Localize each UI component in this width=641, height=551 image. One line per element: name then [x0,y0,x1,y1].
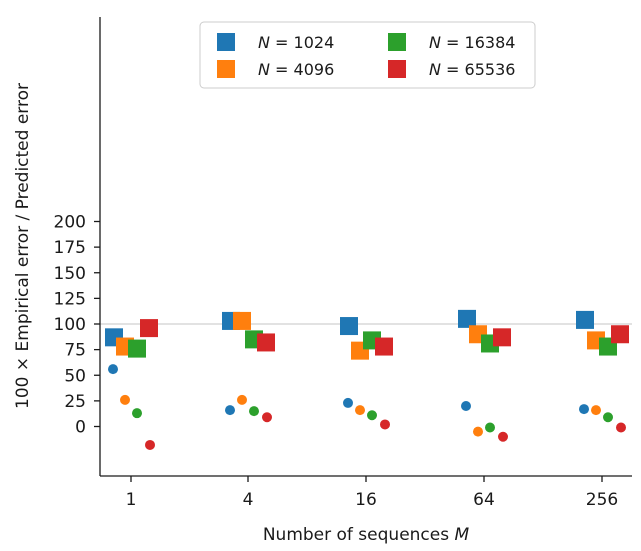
square-point [257,333,275,352]
x-tick-label: 256 [586,490,618,510]
legend-box [199,21,536,89]
dot-point [616,422,626,433]
legend-swatch [217,33,235,51]
dot-point [473,426,483,437]
dot-point [498,431,508,442]
dot-point [380,419,390,430]
series-16384 [128,330,617,433]
y-tick-label: 50 [64,366,86,386]
series-65536 [140,319,629,450]
square-point [611,325,629,344]
legend-label: N = 65536 [429,60,515,79]
square-point [233,311,251,330]
legend-label: N = 16384 [429,33,515,52]
dot-point [120,394,130,405]
dot-point [603,412,613,423]
x-axis-title: Number of sequences M [263,525,470,545]
x-tick-label: 64 [473,490,495,510]
y-tick-label: 25 [64,392,86,412]
y-tick-label: 175 [54,238,86,258]
y-tick-label: 100 [54,315,86,335]
square-point [140,319,158,338]
x-tick-label: 16 [355,490,377,510]
x-tick-label: 4 [243,490,254,510]
y-axis-title: 100 × Empirical error / Predicted error [13,83,33,409]
square-point [128,339,146,358]
dot-point [132,408,142,419]
x-ticks: 1 4 16 64 256 [126,476,618,510]
dot-point [485,422,495,433]
legend-label: N = 4096 [258,60,334,79]
square-point [375,337,393,356]
y-tick-label: 0 [75,418,86,438]
x-tick-label: 1 [126,490,137,510]
legend-swatch [388,33,406,51]
dot-point [591,405,601,416]
dot-point [249,406,259,417]
dot-point [145,439,155,450]
square-point [458,309,476,328]
dot-point [237,394,247,405]
dot-point [355,405,365,416]
series-4096 [116,311,605,437]
y-tick-label: 125 [54,289,86,309]
legend-swatch [388,60,406,78]
square-point [340,317,358,336]
dot-point [579,404,589,415]
dot-point [108,364,118,375]
square-point [493,328,511,347]
legend-swatch [217,60,235,78]
series-1024 [105,309,594,416]
dot-point [262,412,272,423]
dot-point [343,397,353,408]
dot-point [367,410,377,421]
y-tick-label: 150 [54,264,86,284]
dot-point [461,401,471,411]
legend: N = 1024 N = 4096 N = 16384 N = 65536 [199,21,536,89]
dot-point [225,405,235,416]
legend-label: N = 1024 [258,33,334,52]
square-point [576,310,594,329]
y-tick-label: 200 [54,213,86,233]
marks-layer [105,309,629,450]
y-tick-label: 75 [64,341,86,361]
y-ticks: 0 25 50 75 100 125 150 175 200 [54,213,100,438]
